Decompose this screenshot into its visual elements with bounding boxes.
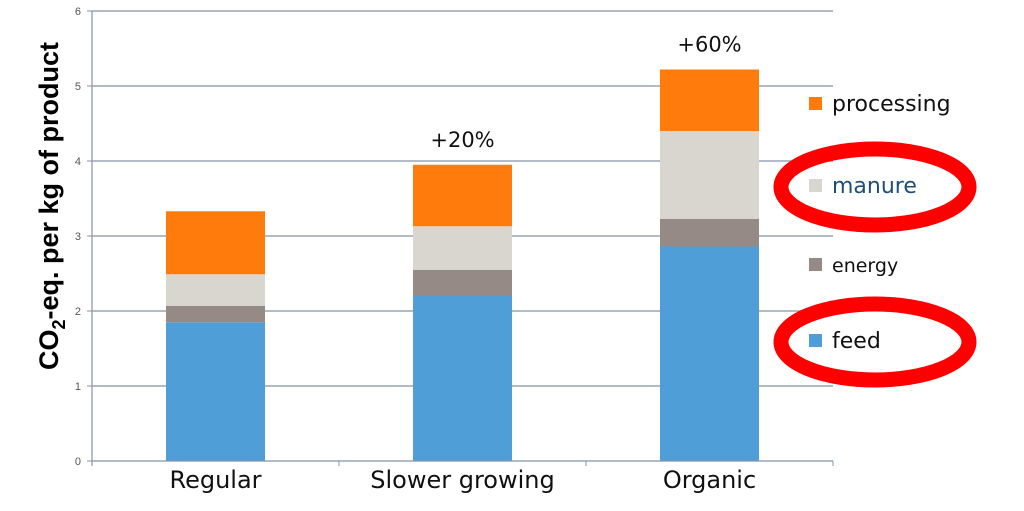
y-tick-labels: 0 1 2 3 4 5 6 <box>75 6 81 468</box>
highlight-ellipses <box>773 141 977 388</box>
x-category-label: Slower growing <box>370 466 554 494</box>
bar-segment-processing <box>660 69 759 131</box>
legend-swatch-manure <box>809 179 822 192</box>
bar-segment-energy <box>413 269 512 296</box>
bar-annotation: +20% <box>430 128 494 152</box>
legend-label-feed: feed <box>832 329 881 354</box>
y-axis-label-subscript: 2 <box>49 320 69 330</box>
y-tick-label: 5 <box>75 81 81 93</box>
y-tick-label: 3 <box>75 231 81 243</box>
y-axis-label-rest: -eq. per kg of product <box>34 42 64 320</box>
x-category-labels: Regular Slower growing Organic <box>169 466 756 494</box>
y-tick-label: 0 <box>75 456 81 468</box>
bar-segment-energy <box>166 305 265 323</box>
bar-segment-manure <box>413 226 512 270</box>
y-axis-label-main: CO <box>34 330 64 371</box>
legend-swatch-processing <box>809 97 822 110</box>
legend-label-processing: processing <box>832 92 951 117</box>
highlight-ellipse-manure <box>773 141 977 233</box>
y-tick-label: 6 <box>75 6 81 18</box>
bar-segment-manure <box>166 274 265 306</box>
bar-segment-feed <box>660 246 759 461</box>
legend-swatch-energy <box>809 258 822 271</box>
y-axis-label: CO2-eq. per kg of product <box>34 42 69 370</box>
legend-swatch-feed <box>809 334 822 347</box>
bar-annotations: +20% +60% <box>430 33 741 152</box>
bar-segment-processing <box>413 164 512 227</box>
bars <box>166 69 759 461</box>
y-tick-label: 1 <box>75 381 81 393</box>
bar-segment-processing <box>166 211 265 275</box>
legend: processing manure energy feed <box>809 92 951 354</box>
highlight-ellipse-feed <box>773 296 977 388</box>
legend-label-manure: manure <box>832 174 917 199</box>
bar-segment-manure <box>660 131 759 219</box>
x-category-label: Regular <box>169 466 261 494</box>
bar-segment-feed <box>413 296 512 461</box>
bar-segment-feed <box>166 322 265 461</box>
y-tick-label: 4 <box>75 156 81 168</box>
y-tick-label: 2 <box>75 306 81 318</box>
axes <box>87 10 834 466</box>
bar-segment-energy <box>660 218 759 247</box>
legend-label-energy: energy <box>832 255 898 277</box>
bar-annotation: +60% <box>677 33 741 57</box>
x-category-label: Organic <box>663 466 756 494</box>
